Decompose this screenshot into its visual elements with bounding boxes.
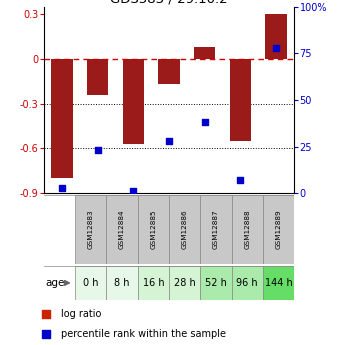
Point [95,148,100,153]
Bar [123,59,144,144]
Bar [200,195,232,264]
Bar [51,59,73,178]
Point [189,34,194,40]
Bar [200,266,232,300]
Text: GSM12884: GSM12884 [119,210,125,249]
Point [273,45,279,51]
Bar [230,59,251,141]
Text: age: age [46,278,65,288]
Text: GSM12887: GSM12887 [213,210,219,249]
Bar [75,195,106,264]
Point [166,138,172,144]
Bar [232,195,263,264]
Text: GSM12885: GSM12885 [150,210,156,249]
Text: GSM12886: GSM12886 [182,210,188,249]
Bar [169,266,200,300]
Title: GDS583 / 29.10.2: GDS583 / 29.10.2 [110,0,228,6]
Bar [263,266,294,300]
Point [189,218,194,224]
Text: 0 h: 0 h [83,278,99,288]
Text: 8 h: 8 h [114,278,130,288]
Bar [106,266,138,300]
Bar [106,195,138,264]
Text: GSM12883: GSM12883 [88,210,94,249]
Text: 144 h: 144 h [265,278,292,288]
Bar [75,266,106,300]
Bar [265,14,287,59]
Point [202,120,208,125]
Text: 52 h: 52 h [205,278,227,288]
Bar [194,47,215,59]
Bar [138,266,169,300]
Bar [87,59,108,95]
Bar [138,195,169,264]
Point [59,185,65,190]
Text: 28 h: 28 h [174,278,195,288]
Text: 16 h: 16 h [143,278,164,288]
Text: 96 h: 96 h [236,278,258,288]
Bar [158,59,180,85]
Point [130,189,136,194]
Text: percentile rank within the sample: percentile rank within the sample [62,329,226,339]
Point [238,177,243,183]
Text: GSM12889: GSM12889 [275,210,282,249]
Text: GSM12888: GSM12888 [244,210,250,249]
Bar [232,266,263,300]
Bar [169,195,200,264]
Text: log ratio: log ratio [62,309,102,318]
Bar [263,195,294,264]
